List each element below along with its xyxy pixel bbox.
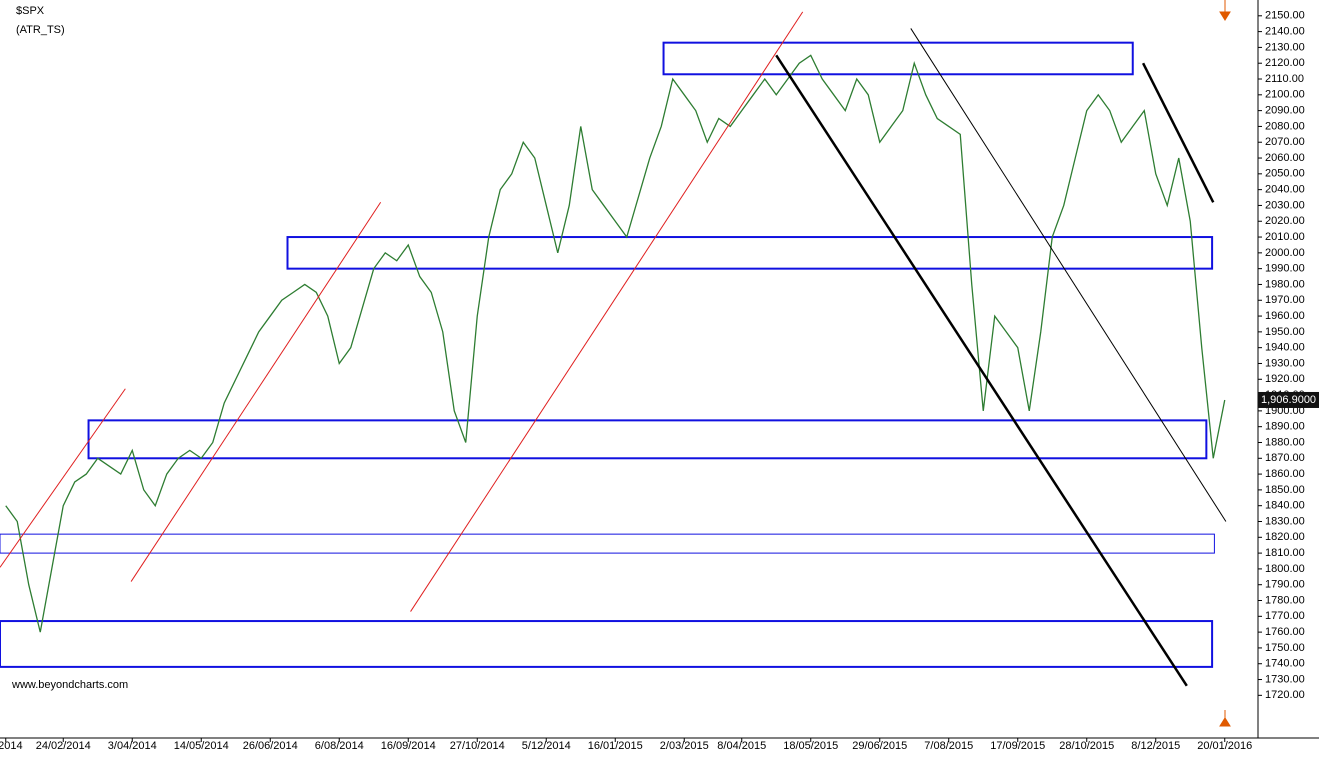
y-tick-label: 1790.00 — [1265, 579, 1305, 591]
y-tick-label: 1920.00 — [1265, 373, 1305, 385]
y-tick-label: 2140.00 — [1265, 26, 1305, 38]
y-tick-label: 1960.00 — [1265, 310, 1305, 322]
y-tick-label: 1770.00 — [1265, 610, 1305, 622]
y-tick-label: 1740.00 — [1265, 658, 1305, 670]
zone — [87, 419, 1208, 460]
x-tick-label: 26/06/2014 — [243, 740, 298, 752]
y-tick-label: 1980.00 — [1265, 278, 1305, 290]
watermark-box — [8, 676, 158, 694]
y-tick-label: 2110.00 — [1265, 73, 1304, 85]
trendline — [775, 54, 1188, 687]
y-tick-label: 2040.00 — [1265, 184, 1305, 196]
price-line — [5, 54, 1226, 633]
chart-subtitle: (ATR_TS) — [16, 24, 65, 36]
y-tick-label: 2030.00 — [1265, 199, 1305, 211]
x-tick-label: 6/08/2014 — [315, 740, 364, 752]
scroll-marker — [1219, 710, 1231, 727]
x-tick-label: 24/02/2014 — [36, 740, 91, 752]
y-tick-label: 2020.00 — [1265, 215, 1305, 227]
y-tick-label: 2060.00 — [1265, 152, 1305, 164]
y-tick-label: 1830.00 — [1265, 515, 1305, 527]
trendline — [910, 28, 1227, 522]
y-tick-label: 1840.00 — [1265, 500, 1305, 512]
y-tick-label: 2120.00 — [1265, 57, 1305, 69]
last-price-label: 1,906.9000 — [1261, 394, 1316, 406]
trendline — [1141, 62, 1215, 203]
zone — [286, 236, 1214, 270]
trendline — [0, 388, 126, 568]
zone — [0, 620, 1214, 668]
y-tick-label: 2070.00 — [1265, 136, 1305, 148]
y-tick-label: 2090.00 — [1265, 105, 1305, 117]
watermark: www.beyondcharts.com — [11, 679, 128, 691]
legend-entry: $SPX — [16, 5, 45, 17]
y-tick-label: 2050.00 — [1265, 168, 1305, 180]
y-tick-label: 1820.00 — [1265, 531, 1305, 543]
y-tick-label: 1850.00 — [1265, 484, 1305, 496]
x-tick-label: 8/04/2015 — [717, 740, 766, 752]
y-tick-label: 2100.00 — [1265, 89, 1305, 101]
x-tick-label: 16/09/2014 — [381, 740, 436, 752]
x-tick-label: 29/06/2015 — [852, 740, 907, 752]
y-tick-label: 1780.00 — [1265, 594, 1305, 606]
y-tick-label: 2010.00 — [1265, 231, 1305, 243]
trendline — [410, 11, 804, 612]
y-tick-label: 1990.00 — [1265, 263, 1305, 275]
y-tick-label: 1870.00 — [1265, 452, 1305, 464]
trendline — [130, 202, 382, 582]
x-tick-label: 7/08/2015 — [924, 740, 973, 752]
y-tick-label: 1800.00 — [1265, 563, 1305, 575]
y-tick-label: 1760.00 — [1265, 626, 1305, 638]
x-tick-label: 17/09/2015 — [990, 740, 1045, 752]
y-tick-label: 1950.00 — [1265, 326, 1305, 338]
y-tick-label: 1970.00 — [1265, 294, 1305, 306]
y-tick-label: 1720.00 — [1265, 689, 1305, 701]
y-tick-label: 1730.00 — [1265, 673, 1305, 685]
x-tick-label: 14/05/2014 — [174, 740, 229, 752]
y-tick-label: 1930.00 — [1265, 357, 1305, 369]
y-tick-label: 2150.00 — [1265, 10, 1305, 22]
y-tick-label: 1880.00 — [1265, 436, 1305, 448]
x-tick-label: 5/12/2014 — [522, 740, 571, 752]
x-tick-label: 20/01/2016 — [1197, 740, 1252, 752]
x-tick-label: 28/10/2015 — [1059, 740, 1114, 752]
zone — [662, 41, 1134, 76]
y-tick-label: 2000.00 — [1265, 247, 1305, 259]
y-tick-label: 2130.00 — [1265, 41, 1305, 53]
y-tick-label: 2080.00 — [1265, 120, 1305, 132]
y-tick-label: 1940.00 — [1265, 342, 1305, 354]
x-tick-label: 3/04/2014 — [108, 740, 157, 752]
x-tick-label: 1/2014 — [0, 740, 23, 752]
x-tick-label: 27/10/2014 — [450, 740, 505, 752]
x-tick-label: 2/03/2015 — [660, 740, 709, 752]
x-tick-label: 18/05/2015 — [783, 740, 838, 752]
y-tick-label: 1810.00 — [1265, 547, 1305, 559]
y-tick-label: 1750.00 — [1265, 642, 1305, 654]
scroll-marker — [1219, 0, 1231, 21]
y-tick-label: 1860.00 — [1265, 468, 1305, 480]
x-tick-label: 8/12/2015 — [1131, 740, 1180, 752]
x-tick-label: 16/01/2015 — [588, 740, 643, 752]
y-tick-label: 1890.00 — [1265, 421, 1305, 433]
zone — [0, 533, 1215, 554]
last-price-box — [1258, 391, 1319, 408]
